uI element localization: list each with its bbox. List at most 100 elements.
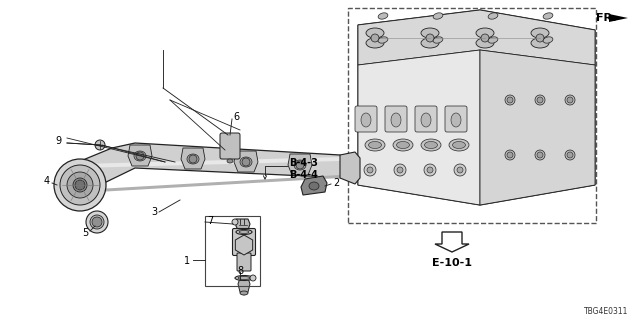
Polygon shape (358, 10, 595, 205)
Circle shape (232, 219, 238, 225)
Ellipse shape (67, 172, 93, 198)
Circle shape (189, 155, 197, 163)
Ellipse shape (531, 28, 549, 38)
Text: 5: 5 (82, 228, 88, 238)
Ellipse shape (86, 211, 108, 233)
Ellipse shape (543, 13, 553, 19)
Circle shape (454, 164, 466, 176)
Ellipse shape (187, 154, 199, 164)
Circle shape (397, 167, 403, 173)
Polygon shape (480, 50, 595, 205)
Text: E-10-1: E-10-1 (432, 258, 472, 268)
Text: B-4-3: B-4-3 (289, 158, 318, 168)
Circle shape (394, 164, 406, 176)
Ellipse shape (449, 139, 469, 151)
Circle shape (75, 180, 85, 190)
Ellipse shape (476, 38, 494, 48)
Polygon shape (80, 175, 340, 193)
Polygon shape (301, 176, 327, 195)
FancyBboxPatch shape (355, 106, 377, 132)
Polygon shape (435, 232, 469, 252)
FancyBboxPatch shape (415, 106, 437, 132)
Polygon shape (236, 219, 250, 230)
Polygon shape (80, 157, 340, 168)
Circle shape (242, 158, 250, 166)
Polygon shape (358, 50, 480, 205)
Circle shape (95, 140, 105, 150)
Circle shape (565, 150, 575, 160)
Ellipse shape (365, 139, 385, 151)
Ellipse shape (361, 113, 371, 127)
Ellipse shape (309, 182, 319, 190)
Ellipse shape (433, 37, 443, 43)
Ellipse shape (424, 141, 438, 148)
Ellipse shape (366, 38, 384, 48)
Circle shape (427, 167, 433, 173)
Ellipse shape (238, 276, 250, 279)
FancyBboxPatch shape (445, 106, 467, 132)
Ellipse shape (240, 291, 248, 295)
Circle shape (507, 152, 513, 158)
Circle shape (505, 150, 515, 160)
Circle shape (507, 97, 513, 103)
Text: 4: 4 (44, 176, 50, 186)
Ellipse shape (451, 113, 461, 127)
Ellipse shape (134, 151, 146, 161)
Text: 3: 3 (151, 207, 157, 217)
FancyBboxPatch shape (220, 133, 240, 159)
Ellipse shape (60, 165, 100, 205)
Circle shape (565, 95, 575, 105)
Circle shape (537, 97, 543, 103)
Circle shape (481, 34, 489, 42)
FancyBboxPatch shape (385, 106, 407, 132)
Text: 1: 1 (184, 256, 190, 266)
Circle shape (250, 275, 256, 281)
Circle shape (367, 167, 373, 173)
Circle shape (505, 95, 515, 105)
Ellipse shape (543, 37, 553, 43)
Circle shape (371, 34, 379, 42)
Ellipse shape (433, 13, 443, 19)
Ellipse shape (240, 157, 252, 167)
Ellipse shape (54, 159, 106, 211)
Circle shape (457, 167, 463, 173)
Ellipse shape (366, 28, 384, 38)
Circle shape (567, 152, 573, 158)
Polygon shape (238, 278, 250, 295)
Ellipse shape (227, 159, 233, 163)
Text: 8: 8 (237, 266, 243, 276)
Text: 6: 6 (233, 112, 239, 122)
Ellipse shape (476, 28, 494, 38)
Ellipse shape (488, 37, 498, 43)
Circle shape (92, 217, 102, 227)
FancyBboxPatch shape (232, 228, 255, 255)
Ellipse shape (369, 141, 381, 148)
Ellipse shape (239, 230, 249, 234)
Circle shape (136, 152, 144, 160)
Circle shape (537, 152, 543, 158)
Ellipse shape (378, 37, 388, 43)
Ellipse shape (378, 13, 388, 19)
Ellipse shape (488, 13, 498, 19)
Polygon shape (609, 14, 628, 22)
Polygon shape (340, 152, 360, 184)
Ellipse shape (391, 113, 401, 127)
Text: FR.: FR. (596, 13, 616, 23)
Circle shape (567, 97, 573, 103)
Ellipse shape (421, 38, 439, 48)
Circle shape (536, 34, 544, 42)
Polygon shape (234, 151, 258, 172)
Ellipse shape (421, 28, 439, 38)
Polygon shape (181, 148, 205, 169)
Ellipse shape (73, 178, 87, 192)
Ellipse shape (235, 276, 253, 281)
Circle shape (535, 150, 545, 160)
Circle shape (296, 161, 304, 169)
Ellipse shape (421, 113, 431, 127)
Ellipse shape (452, 141, 465, 148)
Circle shape (424, 164, 436, 176)
Circle shape (426, 34, 434, 42)
Polygon shape (78, 143, 348, 195)
Ellipse shape (531, 38, 549, 48)
Circle shape (364, 164, 376, 176)
